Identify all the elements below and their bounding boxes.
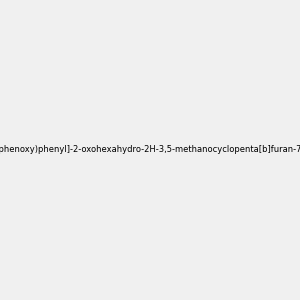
Text: N-[4-(2-chlorophenoxy)phenyl]-2-oxohexahydro-2H-3,5-methanocyclopenta[b]furan-7-: N-[4-(2-chlorophenoxy)phenyl]-2-oxohexah… xyxy=(0,146,300,154)
